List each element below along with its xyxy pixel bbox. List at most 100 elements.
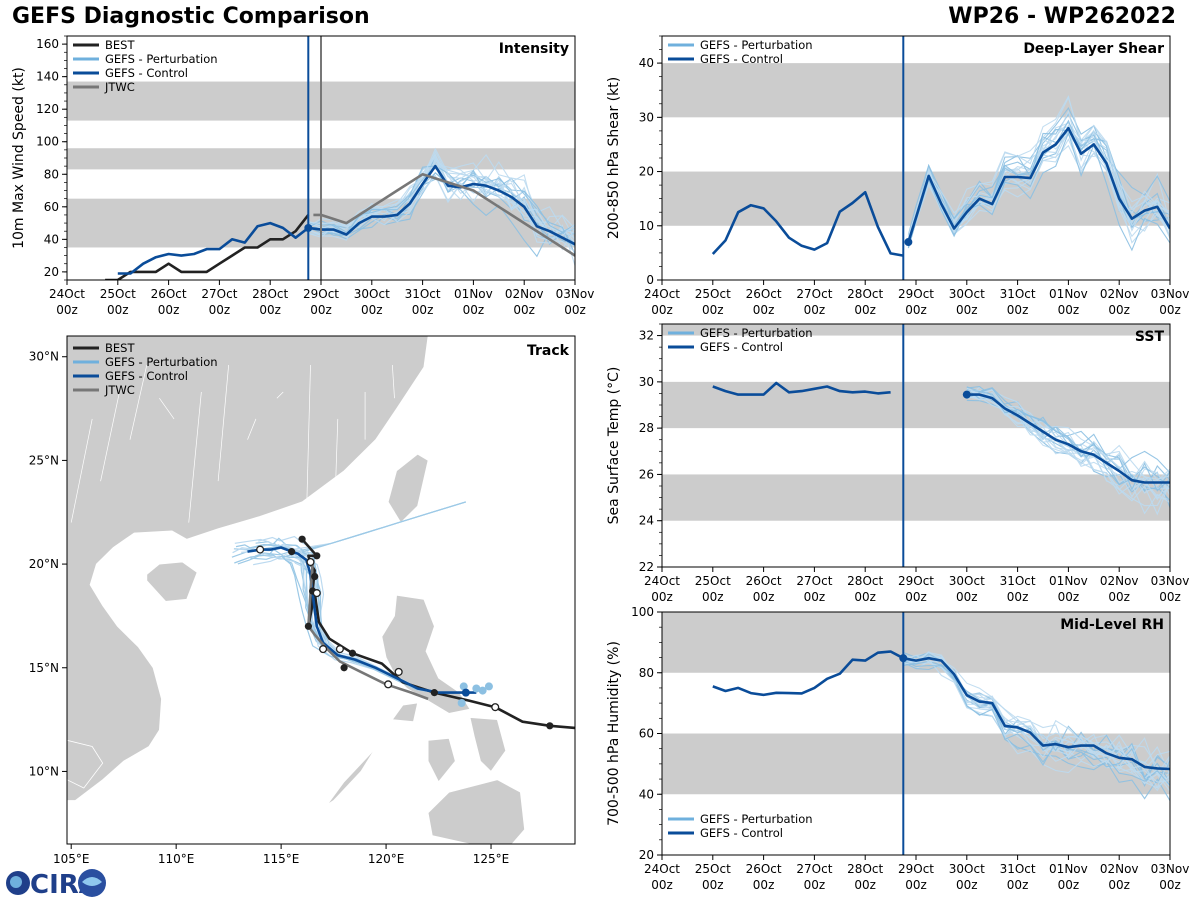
rh-perturbation-line [903, 653, 1170, 776]
intensity-legend-label: BEST [105, 38, 135, 52]
figure-title: GEFS Diagnostic Comparison [12, 4, 370, 29]
rh-ytick-label: 60 [639, 727, 654, 741]
intensity-xtick-label: 25Oct [100, 287, 136, 301]
rh-xtick-sublabel: 00z [702, 878, 724, 892]
mainland-landmass [67, 336, 429, 801]
track-perturbation-point [478, 686, 487, 695]
track-xtick-label: 105°E [53, 852, 90, 866]
intensity-xtick-label: 28Oct [252, 287, 288, 301]
rh-xtick-sublabel: 00z [956, 878, 978, 892]
track-perturbation-point [457, 699, 466, 708]
intensity-legend-label: JTWC [104, 80, 135, 94]
sst-xtick-label: 25Oct [695, 574, 731, 588]
rh-plot-area [662, 612, 1170, 801]
sst-xtick-label: 26Oct [746, 574, 782, 588]
intensity-ytick-label: 160 [36, 37, 59, 51]
track-perturbation-point [484, 682, 493, 691]
intensity-xtick-sublabel: 00z [361, 303, 383, 317]
rh-perturbation-line [903, 653, 1170, 787]
intensity-ylabel: 10m Max Wind Speed (kt) [11, 67, 27, 249]
track-best-open-point [491, 703, 500, 712]
rh-ytick-label: 40 [639, 787, 654, 801]
shear-xtick-sublabel: 00z [854, 303, 876, 317]
sst-xtick-label: 28Oct [847, 574, 883, 588]
shear-title: Deep-Layer Shear [1023, 41, 1164, 57]
rh-xtick-label: 28Oct [847, 862, 883, 876]
sst-perturbation-line [966, 387, 1170, 488]
intensity-ytick-label: 20 [44, 265, 59, 279]
panay-negros-islands [427, 737, 456, 783]
track-best-open-point [312, 589, 321, 598]
rh-xtick-sublabel: 00z [905, 878, 927, 892]
rh-xtick-sublabel: 00z [1058, 878, 1080, 892]
track-perturbation-line [297, 501, 477, 694]
track-ytick-label: 10°N [29, 764, 59, 778]
intensity-ytick-label: 120 [36, 102, 59, 116]
shear-xtick-sublabel: 00z [804, 303, 826, 317]
rh-title: Mid-Level RH [1060, 617, 1164, 633]
track-best-open-point [335, 645, 344, 654]
shear-xtick-label: 26Oct [746, 287, 782, 301]
intensity-legend-label: GEFS - Perturbation [105, 52, 218, 66]
rh-gefs-control-line [712, 650, 904, 697]
rh-xtick-label: 29Oct [898, 862, 934, 876]
shear-xtick-sublabel: 00z [753, 303, 775, 317]
mindanao-island [427, 779, 526, 844]
rh-ylabel: 700-500 hPa Humidity (%) [606, 641, 622, 826]
track-gefs-control-line [247, 546, 477, 694]
track-perturbation-line [254, 550, 477, 694]
intensity-panel: 20 40 60 80 100 120 140 160 24Oct 00z 25Oct 00z 26Oc… [11, 35, 594, 317]
province-border [159, 398, 175, 420]
sst-xtick-sublabel: 00z [1108, 590, 1130, 604]
sst-xtick-sublabel: 00z [1159, 590, 1181, 604]
track-ytick-label: 20°N [29, 557, 59, 571]
track-ytick-label: 25°N [29, 453, 59, 467]
intensity-xtick-label: 01Nov [454, 287, 493, 301]
shear-panel: 0 10 20 30 40 24Oct 00z 25Oct 00z 26Oct 00z 27Oct 00… [606, 35, 1189, 317]
track-perturbation-line [231, 545, 477, 694]
intensity-xtick-sublabel: 00z [107, 303, 129, 317]
rh-gefs-control-line [903, 656, 1170, 771]
track-legend-label: BEST [105, 341, 135, 355]
shear-ytick-label: 30 [639, 110, 654, 124]
sst-xtick-sublabel: 00z [905, 590, 927, 604]
track-best-open-point [384, 680, 393, 689]
shear-ytick-label: 0 [646, 273, 654, 287]
sst-perturbation-line [966, 391, 1170, 482]
sst-current-point [962, 390, 971, 399]
track-best-point [546, 722, 554, 730]
track-perturbation-line [237, 554, 477, 694]
track-perturbation-point [472, 684, 481, 693]
intensity-xtick-sublabel: 00z [412, 303, 434, 317]
shear-ytick-label: 40 [639, 56, 654, 70]
shear-ytick-label: 20 [639, 165, 654, 179]
shear-xtick-sublabel: 00z [1058, 303, 1080, 317]
province-border [188, 391, 202, 523]
track-control-point [461, 688, 470, 697]
rh-xtick-sublabel: 00z [753, 878, 775, 892]
track-best-point [298, 535, 306, 543]
luzon-island [381, 594, 471, 714]
sst-xtick-label: 30Oct [949, 574, 985, 588]
province-border [276, 391, 284, 399]
sst-shade-band [662, 474, 1170, 521]
rh-ytick-label: 20 [639, 848, 654, 862]
rh-xtick-label: 31Oct [1000, 862, 1036, 876]
intensity-xtick-sublabel: 00z [513, 303, 535, 317]
rh-xtick-label: 27Oct [796, 862, 832, 876]
track-map-area [67, 336, 575, 844]
intensity-perturbation-line [308, 165, 575, 236]
sst-xtick-label: 31Oct [1000, 574, 1036, 588]
sst-perturbation-line [966, 388, 1170, 497]
rh-xtick-label: 03Nov [1151, 862, 1190, 876]
sst-xtick-label: 03Nov [1151, 574, 1190, 588]
track-best-open-point [256, 545, 265, 554]
shear-perturbation-line [907, 112, 1170, 235]
shear-current-point [904, 238, 913, 247]
palawan-island [326, 744, 379, 805]
shear-xtick-label: 02Nov [1100, 287, 1139, 301]
province-border [392, 365, 395, 399]
intensity-gefs-control-line [308, 164, 575, 246]
intensity-xtick-sublabel: 00z [463, 303, 485, 317]
track-perturbation-line [246, 543, 477, 694]
